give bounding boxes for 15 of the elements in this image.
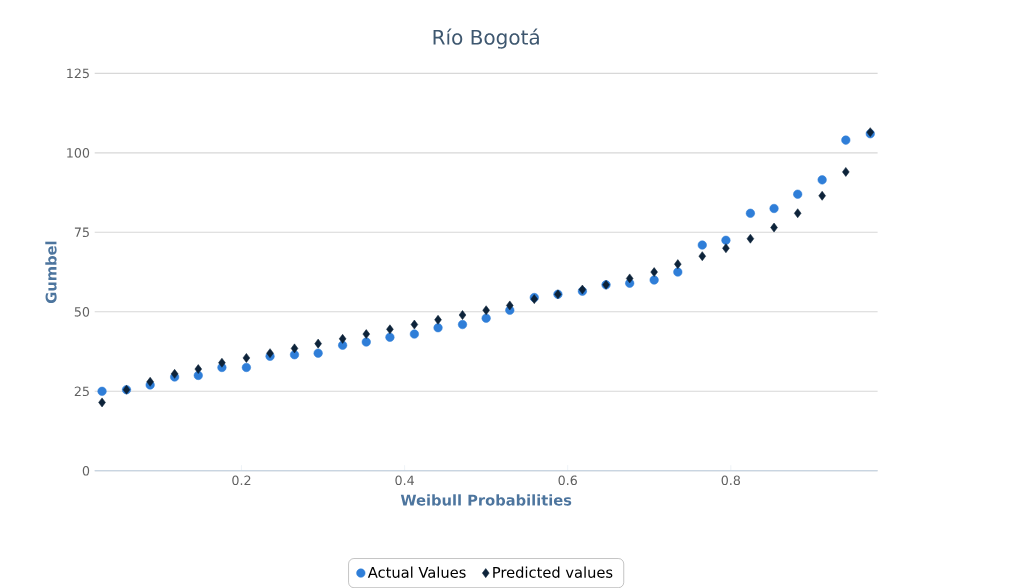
y-axis-title: Gumbel [45,241,57,303]
legend-label: Actual Values [367,566,466,578]
y-tick-label: 100 [67,147,90,158]
x-tick-label: 0.2 [232,475,251,486]
x-axis-title: Weibull Probabilities [400,494,572,506]
y-tick-label: 75 [74,227,89,237]
y-tick-label: 125 [67,68,89,79]
y-tick-label: 50 [74,306,90,317]
x-tick-label: 0.4 [395,475,414,486]
x-tick-label: 0.8 [721,475,741,486]
chart-title: Río Bogotá [433,28,539,49]
x-tick-label: 0.6 [558,475,577,486]
y-tick-label: 25 [74,386,89,397]
legend-label: Predicted values [493,566,613,578]
y-tick-label: 0 [82,465,90,476]
